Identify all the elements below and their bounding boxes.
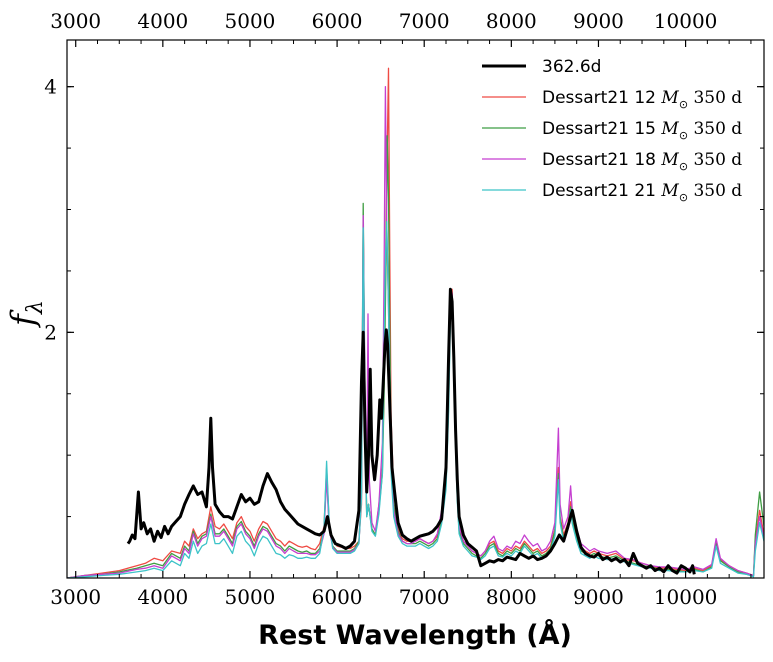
y-axis-title-subscript: λ: [23, 300, 48, 315]
svg-text:fλ: fλ: [4, 300, 48, 328]
x-tick-label-top: 10000: [654, 9, 718, 33]
y-axis-title: fλ: [4, 300, 48, 328]
x-tick-label-top: 3000: [50, 9, 101, 33]
x-tick-label-top: 9000: [573, 9, 624, 33]
x-tick-label-bottom: 4000: [137, 585, 188, 609]
legend-label-1: Dessart21 12 M⊙ 350 d: [542, 88, 742, 111]
legend-label-3: Dessart21 18 M⊙ 350 d: [542, 150, 742, 173]
legend-label-2: Dessart21 15 M⊙ 350 d: [542, 119, 742, 142]
x-tick-label-top: 4000: [137, 9, 188, 33]
legend: 362.6d Dessart21 12 M⊙ 350 d Dessart21 15 …: [482, 57, 742, 204]
series-layer: [67, 67, 764, 578]
x-tick-label-top: 6000: [312, 9, 363, 33]
x-axis-title: Rest Wavelength (Å): [258, 619, 572, 651]
series-line-1: [67, 67, 764, 578]
x-tick-label-bottom: 8000: [486, 585, 537, 609]
x-tick-label-bottom: 3000: [50, 585, 101, 609]
plot-frame: [66, 39, 765, 579]
x-tick-label-top: 7000: [399, 9, 450, 33]
series-line-2: [67, 135, 764, 578]
y-tick-label: 2: [44, 320, 57, 344]
x-tick-label-bottom: 9000: [573, 585, 624, 609]
x-tick-label-top: 5000: [225, 9, 276, 33]
series-line-3: [67, 86, 764, 578]
ticks-layer: 3000 3000 4000 4000 5000 5000 6000 6000 7000 7000…: [44, 9, 764, 609]
y-tick-label: 4: [44, 75, 57, 99]
x-tick-label-bottom: 6000: [312, 585, 363, 609]
legend-label-4: Dessart21 21 M⊙ 350 d: [542, 181, 742, 204]
x-tick-label-top: 8000: [486, 9, 537, 33]
x-tick-label-bottom: 5000: [225, 585, 276, 609]
legend-label-0: 362.6d: [542, 57, 601, 77]
x-tick-label-bottom: 10000: [654, 585, 718, 609]
x-tick-label-bottom: 7000: [399, 585, 450, 609]
series-line-0: [126, 287, 696, 575]
